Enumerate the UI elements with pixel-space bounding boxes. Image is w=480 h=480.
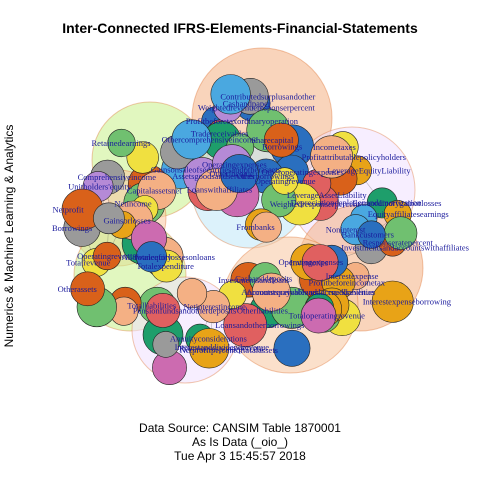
node-label: Weightedresponserpercent (270, 199, 361, 209)
node-label: Profitattributablepolicyholders (302, 152, 406, 162)
node-label: Totalequity (133, 252, 172, 262)
node-label: Pensionfundsandotherdeposits (133, 305, 236, 315)
node-label: Cashanddeposits (235, 273, 292, 283)
node-label: Operatingexpenses (279, 257, 344, 267)
node-label: Totaloperatingrevenue (289, 311, 366, 321)
node-label: Othercomprehensiveincome (162, 134, 258, 144)
node-label: Responseratepercent (363, 237, 434, 247)
node-label: Accountsreceivableandaccruedrevenue (241, 287, 374, 297)
node-label: Interestanddividendrevenue (175, 342, 270, 352)
graph-node (126, 141, 159, 174)
node-label: Frombanks (236, 222, 274, 232)
node-label: Netincome (114, 198, 152, 208)
node-label: Allowanceforlossesonloans (122, 252, 215, 262)
graph-node (223, 303, 268, 348)
graph-node (136, 241, 168, 273)
node-label: Otherborrowings (236, 171, 294, 181)
graph-node (189, 328, 230, 369)
node-label: Totalrevenue (66, 258, 110, 268)
node-label: Borrowings (262, 141, 302, 151)
node-label: Operatingrevenue (255, 176, 316, 186)
node-label: Annuityconsiderations (170, 333, 247, 343)
graph-node (92, 241, 122, 271)
graph-nodes (61, 74, 418, 386)
node-label: Contributedsurplusandother (220, 91, 315, 101)
node-label: Borrowings (52, 223, 92, 233)
graph-node (219, 154, 259, 193)
node-label: Capitalassetsnet (127, 186, 182, 196)
graph-node (371, 280, 414, 323)
node-label: Revenueresponsepercent (179, 343, 264, 353)
graph-node (171, 119, 212, 160)
node-label: Noninterest (326, 225, 366, 235)
node-label: Interestexpense (326, 271, 379, 281)
node-labels: Profitbeforetaxordinaryoperation Traderec… (52, 91, 469, 355)
node-label: Profitbeforetaxordinaryoperation (186, 116, 299, 126)
node-label: Otheroperatingexpenses (262, 167, 344, 177)
node-label: Incometaxes (313, 142, 356, 152)
graph-node (263, 122, 299, 158)
node-label: Loanswithaffiliates (187, 185, 252, 195)
data-source-line: Data Source: CANSIM Table 1870001 (139, 421, 341, 435)
node-label: Unitholders'equity (68, 182, 132, 192)
node-label: Profitbeforeincometax (309, 278, 386, 288)
graph-node (93, 202, 125, 235)
node-label: Netprofitpercentoftotalassets (180, 345, 278, 355)
node-label: Gainsorlosses (104, 215, 151, 225)
node-label: Otherassets (58, 284, 97, 294)
graph-node (250, 211, 282, 243)
graph-node (301, 244, 339, 282)
graph-node (251, 272, 291, 312)
data-source-caption: Data Source: CANSIM Table 1870001 As Is … (0, 421, 480, 463)
graph-node (176, 278, 208, 309)
chart-title: Inter-Connected IFRS-Elements-Financial-… (62, 20, 418, 36)
graph-node (210, 74, 251, 115)
node-label: Extraordinarygainorlosses (352, 198, 441, 208)
node-label: Assetsgoodsandservices (172, 171, 254, 181)
node-label: Investmentsandaccountswithaffiliates (341, 243, 469, 253)
timestamp-line: Tue Apr 3 15:45:57 2018 (174, 449, 306, 463)
graph-node (152, 331, 180, 358)
node-label: Gainsonsaleofsecuritiesandotherassets (151, 165, 281, 175)
graph-node (70, 271, 105, 307)
data-note-line: As Is Data (_oio_) (191, 435, 289, 449)
node-label: Otherliabilities (237, 306, 288, 316)
node-label: Comprehensiveincome (78, 172, 157, 182)
graph-node (273, 329, 311, 367)
node-label: Netprofit (53, 205, 85, 215)
node-label: Operatingexpenses (202, 159, 267, 169)
graph-node (357, 220, 386, 249)
graph-node (271, 167, 299, 195)
node-label: Investmentsandloans (218, 275, 289, 285)
node-label: Retainedearnings (92, 138, 151, 148)
node-label: Interestexpenseborrowing (363, 297, 452, 307)
node-label: Loansandotherborrowings (215, 320, 304, 330)
node-label: Inventories (290, 258, 328, 268)
node-label: Totalliabilities (127, 301, 176, 311)
graph-node (310, 135, 354, 179)
node-label: Otherincome (209, 169, 254, 179)
node-label: LeverageAssetLiability (287, 190, 368, 200)
node-label: Equityaffiliatesearnings (368, 209, 449, 219)
graph-node (145, 292, 181, 328)
node-label: LeverageEquityLiability (327, 165, 411, 175)
node-label: Tradereceivables (191, 128, 249, 138)
node-label: Sharecapital (251, 135, 294, 145)
node-label: Depreciationdepletionandamortization (291, 198, 423, 208)
graph-node (300, 297, 337, 334)
node-label: Accountspayableandaccruedliabilities (246, 287, 375, 297)
node-label: Operatingrevenue (77, 251, 138, 261)
node-label: Weightedrevenueresponserpercent (198, 103, 315, 113)
node-label: Netinterestincome (184, 302, 247, 312)
graph-node (107, 128, 136, 158)
node-label: Bankcustomers (342, 230, 394, 240)
node-label: Cashandpaper (223, 99, 271, 109)
node-label: Totalexpenditure (136, 261, 194, 271)
